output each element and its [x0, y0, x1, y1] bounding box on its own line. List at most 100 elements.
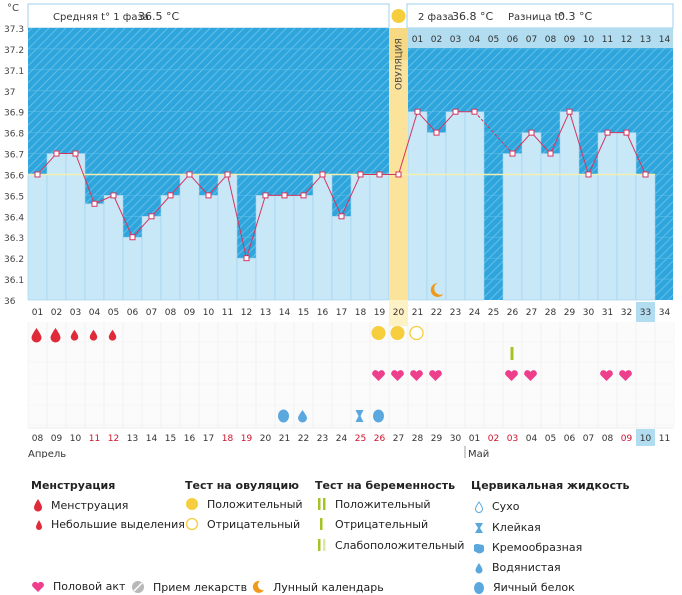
sun-icon: [186, 498, 198, 510]
pregnancy-test-icon: [510, 347, 514, 360]
temperature-segment: [75, 153, 95, 204]
temperature-segment: [94, 194, 114, 205]
legend-pregnancy-test-title: Тест на беременность: [315, 479, 456, 492]
temperature-point[interactable]: [642, 171, 649, 178]
diff-label: Разница t°: [508, 12, 564, 23]
date-label: 09: [51, 434, 63, 444]
temperature-point[interactable]: [471, 108, 478, 115]
temperature-point[interactable]: [72, 150, 79, 157]
cervical-watery-icon: [298, 410, 307, 423]
temperature-point[interactable]: [186, 171, 193, 178]
temperature-point[interactable]: [224, 171, 231, 178]
legend-cervical-creamy-label: Кремообразная: [492, 541, 583, 554]
temperature-point[interactable]: [53, 150, 60, 157]
cycle-day-label: 15: [298, 308, 309, 318]
temperature-point[interactable]: [243, 255, 250, 262]
temperature-point[interactable]: [414, 108, 421, 115]
legend-pregnancy-negative: Отрицательный: [317, 517, 428, 531]
legend-ovulation-negative: Отрицательный: [185, 517, 300, 531]
intercourse-heart-icon: [619, 370, 632, 381]
cycle-day-label: 21: [412, 308, 423, 318]
cycle-day-label: 18: [355, 308, 367, 318]
temperature-point[interactable]: [129, 234, 136, 241]
legend-cervical-sticky-label: Клейкая: [492, 521, 541, 534]
legend-cervical-creamy: Кремообразная: [474, 541, 582, 554]
cycle-day-label: 09: [184, 308, 196, 318]
temperature-point[interactable]: [167, 192, 174, 199]
phase2-box: [406, 3, 674, 29]
temperature-bar: [635, 174, 656, 301]
temperature-point[interactable]: [148, 213, 155, 220]
temperature-segment: [170, 174, 190, 196]
phase2-value: 36.8 °C: [452, 10, 493, 23]
temperature-point[interactable]: [528, 129, 535, 136]
legend-cervical-dry-label: Сухо: [492, 500, 520, 513]
temperature-bar: [578, 174, 599, 301]
temperature-point[interactable]: [585, 171, 592, 178]
temperature-segment: [569, 111, 589, 175]
cycle-day-label: 10: [203, 308, 215, 318]
temperature-point[interactable]: [357, 171, 364, 178]
y-tick-label: 36: [4, 297, 16, 307]
cycle-day-label: 33: [640, 308, 651, 318]
cycle-day-label: 11: [222, 308, 233, 318]
temperature-point[interactable]: [34, 171, 41, 178]
temperature-bar: [616, 132, 637, 301]
temperature-segment: [341, 174, 361, 217]
temperature-point[interactable]: [338, 213, 345, 220]
temperature-point[interactable]: [281, 192, 288, 199]
temperature-point[interactable]: [509, 150, 516, 157]
date-label: 08: [32, 434, 44, 444]
date-label: 01: [469, 434, 480, 444]
date-label: 07: [583, 434, 594, 444]
date-label: 17: [203, 434, 214, 444]
cycle-day-label: 27: [526, 308, 537, 318]
temperature-point[interactable]: [566, 108, 573, 115]
menstruation-drop-icon: [108, 329, 117, 341]
temperature-point[interactable]: [376, 171, 383, 178]
y-tick-label: 37.3: [4, 25, 24, 35]
date-label: 27: [393, 434, 404, 444]
ovulation-day-highlight: [389, 300, 408, 326]
moon-icon: [252, 580, 264, 593]
temperature-point[interactable]: [205, 192, 212, 199]
legend-cervical-watery: Водянистая: [474, 561, 561, 574]
temperature-point[interactable]: [395, 171, 402, 178]
temperature-bar: [179, 174, 200, 301]
temperature-point[interactable]: [262, 192, 269, 199]
temperature-bar: [597, 132, 618, 301]
temperature-point[interactable]: [319, 171, 326, 178]
temperature-point[interactable]: [604, 129, 611, 136]
temperature-bar: [559, 111, 580, 301]
temperature-bar: [141, 216, 162, 301]
double-bar-icon: [318, 498, 326, 510]
temperature-point[interactable]: [452, 108, 459, 115]
temperature-point[interactable]: [623, 129, 630, 136]
legend-cervical-title: Цервикальная жидкость: [471, 479, 630, 492]
legend-ovulation-test-title: Тест на овуляцию: [185, 479, 299, 492]
date-label: 02: [488, 434, 499, 444]
diff-value: 0.3 °C: [558, 10, 592, 23]
legend-menstruation-label: Менструация: [51, 498, 129, 512]
temperature-segment: [113, 195, 133, 238]
cervical-sticky-icon: [355, 410, 364, 422]
temperature-point[interactable]: [547, 150, 554, 157]
temperature-segment: [531, 132, 551, 154]
line-layer: [28, 108, 655, 262]
temperature-point[interactable]: [433, 129, 440, 136]
phase2-day-label: 07: [526, 35, 537, 45]
temperature-segment: [189, 174, 209, 196]
phase2-day-label: 01: [412, 35, 423, 45]
ovulation-top-band: [389, 28, 408, 60]
temperature-segment: [208, 174, 228, 196]
temperature-bar: [255, 195, 276, 301]
ovulation-label: ОВУЛЯЦИЯ: [395, 38, 405, 90]
temperature-bar: [84, 203, 105, 301]
temperature-bar: [540, 153, 561, 301]
date-label: 10: [640, 434, 652, 444]
legend-menstruation-title: Менструация: [31, 479, 116, 492]
temperature-point[interactable]: [300, 192, 307, 199]
temperature-point[interactable]: [110, 192, 117, 199]
legend-cervical-watery-label: Водянистая: [492, 561, 561, 574]
temperature-point[interactable]: [91, 200, 98, 207]
